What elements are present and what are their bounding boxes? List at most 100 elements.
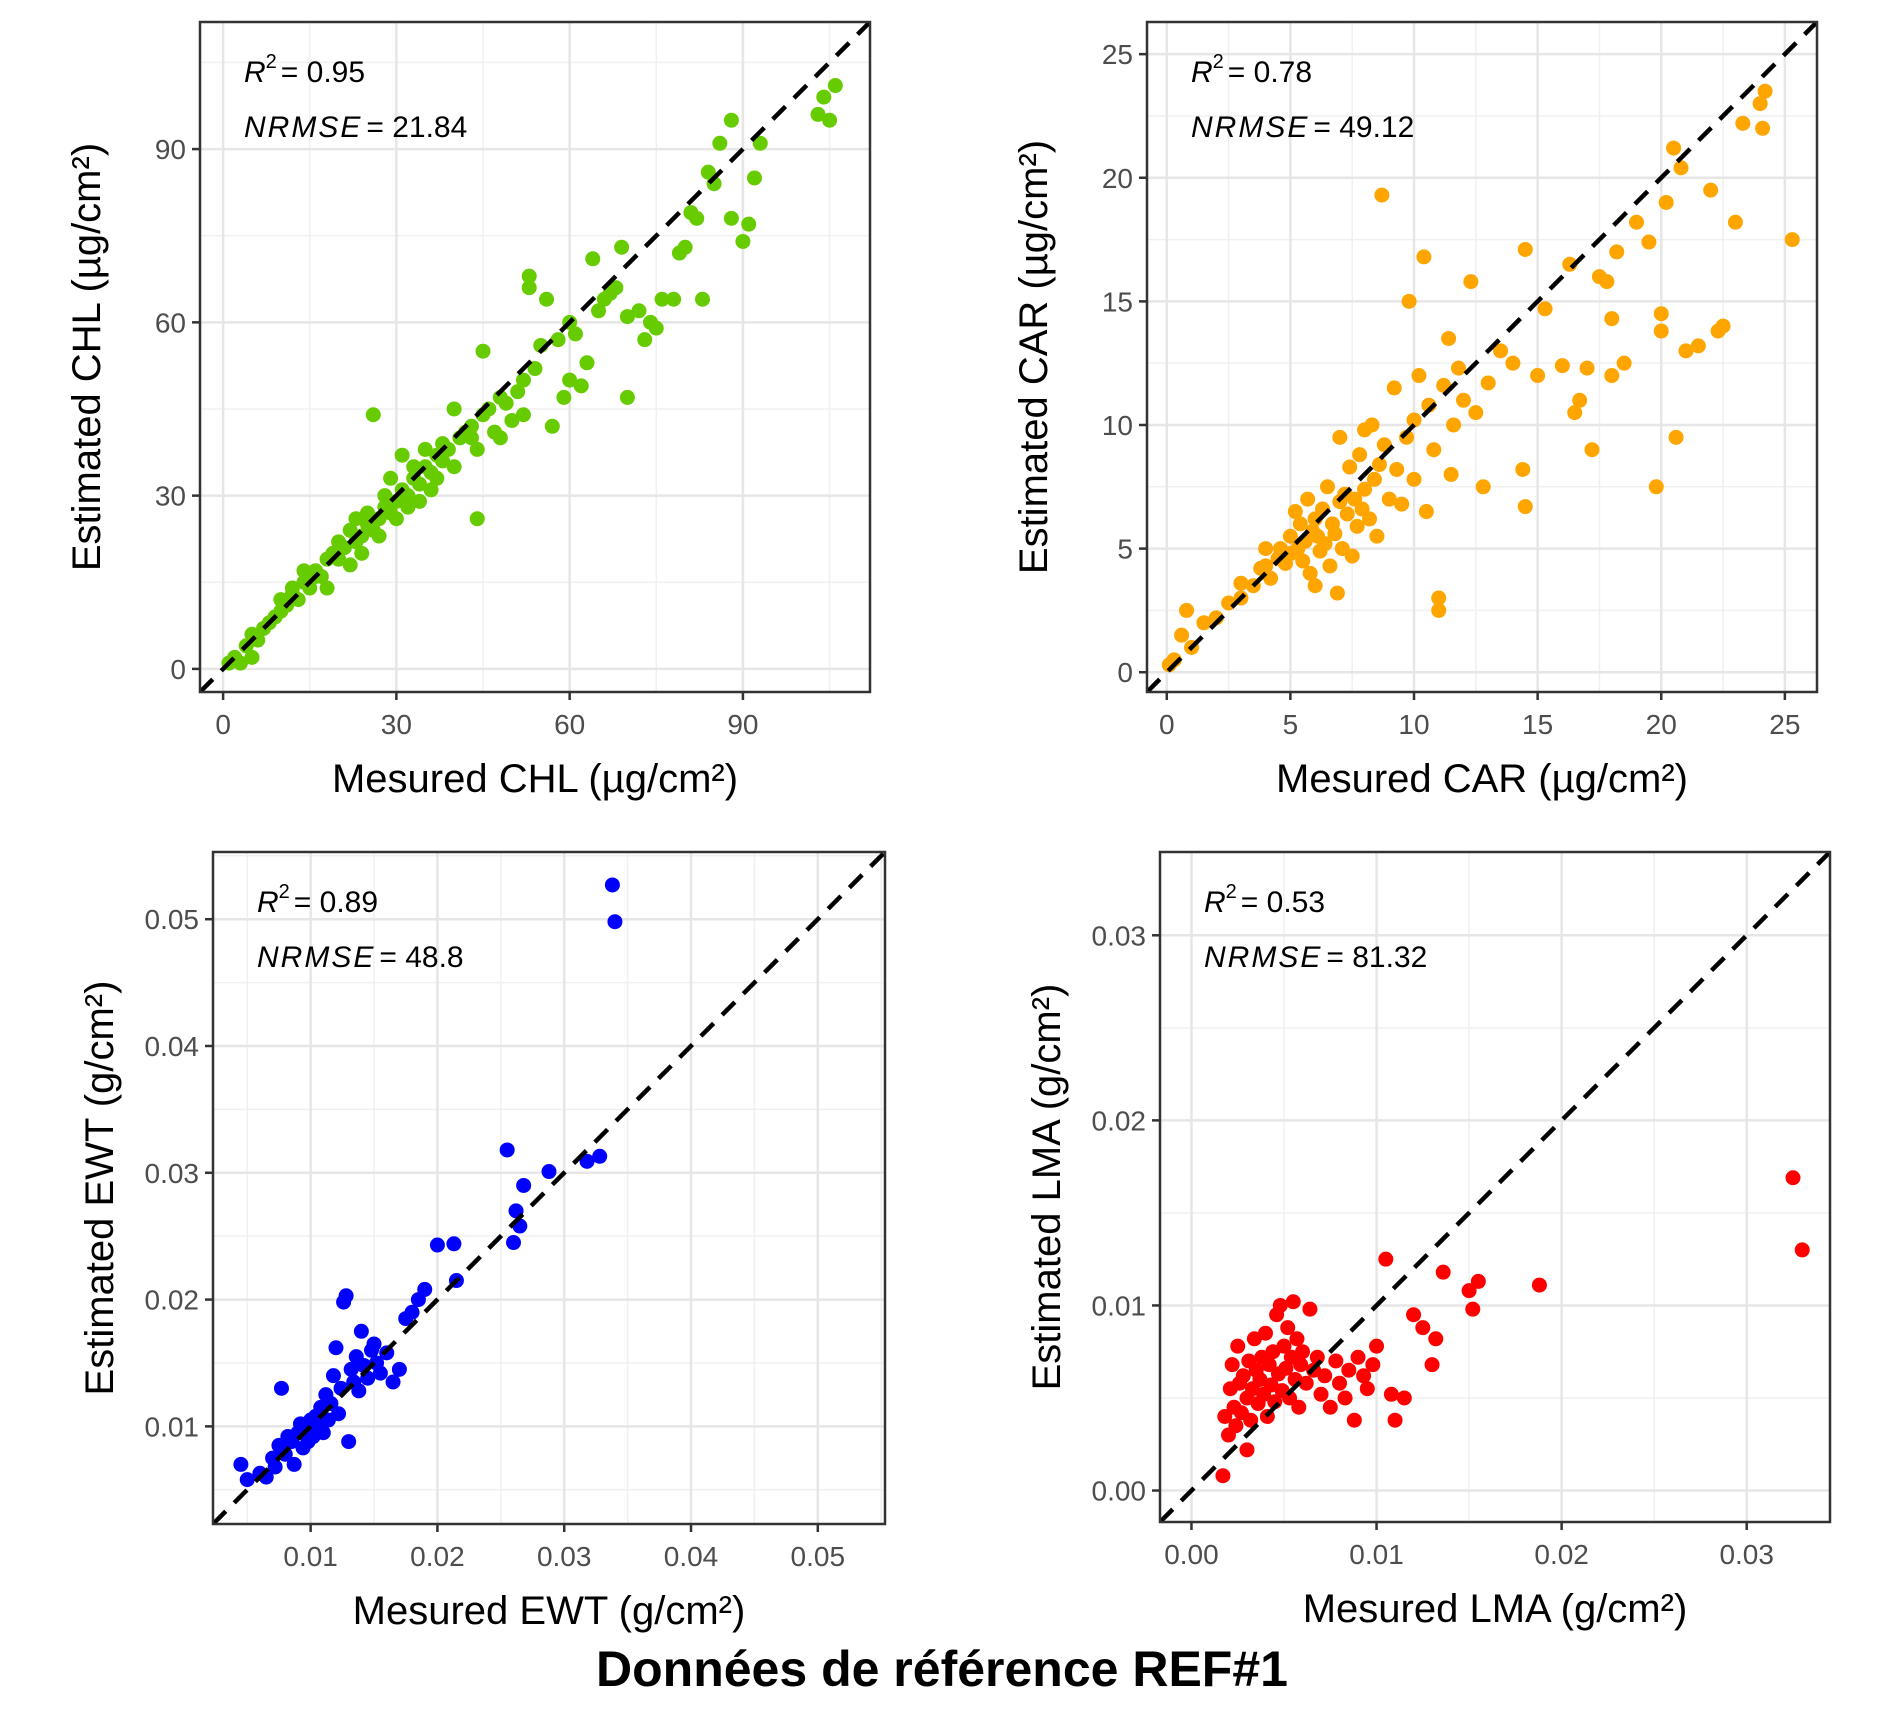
data-point — [1435, 1264, 1451, 1280]
figure-title: Données de référence REF#1 — [596, 1641, 1288, 1697]
nrmse-annotation: NRMSE = 48.8 — [257, 941, 464, 974]
x-tick-label: 0.02 — [1534, 1539, 1589, 1570]
data-point — [723, 210, 739, 226]
data-point — [411, 476, 427, 492]
data-point — [1287, 504, 1303, 520]
data-point — [233, 1456, 249, 1472]
data-point — [336, 540, 352, 556]
x-tick-label: 0.01 — [1349, 1539, 1404, 1570]
y-tick-label: 60 — [155, 307, 186, 338]
data-point — [1678, 343, 1694, 359]
data-point — [1411, 368, 1427, 384]
data-point — [550, 332, 566, 348]
data-point — [475, 343, 491, 359]
data-point — [1381, 491, 1397, 507]
data-point — [284, 580, 300, 596]
x-tick-label: 20 — [1646, 709, 1677, 740]
y-tick-label: 0.02 — [1092, 1105, 1147, 1136]
data-point — [544, 418, 560, 434]
data-point — [1470, 1273, 1486, 1289]
r-squared-superscript: 2 — [266, 51, 277, 73]
data-point — [492, 430, 508, 446]
nrmse-value: = 21.84 — [366, 111, 467, 144]
x-tick-label: 0.01 — [283, 1541, 338, 1572]
data-point — [406, 459, 422, 475]
data-point — [1282, 1390, 1298, 1406]
data-point — [1276, 1338, 1292, 1354]
data-point — [677, 239, 693, 255]
data-point — [1317, 1368, 1333, 1384]
data-point — [1406, 1307, 1422, 1323]
data-point — [232, 655, 248, 671]
data-point — [1332, 429, 1348, 445]
data-point — [1322, 558, 1338, 574]
x-tick-label: 0.02 — [410, 1541, 465, 1572]
x-tick-label: 0.05 — [791, 1541, 846, 1572]
data-point — [388, 511, 404, 527]
data-point — [1313, 1386, 1329, 1402]
y-tick-label: 0 — [170, 654, 186, 685]
data-point — [1431, 602, 1447, 618]
nrmse-symbol: NRMSE — [244, 111, 362, 144]
y-axis-title: Estimated LMA (g/cm²) — [1025, 984, 1069, 1391]
x-axis-title: Mesured LMA (g/cm²) — [1303, 1587, 1688, 1631]
chart-panel-car: 0 5 10 15 20 25 0 5 10 15 20 25 Mesured CAR (µg/cm²)… — [1012, 20, 1819, 801]
data-point — [1505, 355, 1521, 371]
data-point — [1285, 1294, 1301, 1310]
data-point — [1280, 1320, 1296, 1336]
data-point — [273, 1380, 289, 1396]
data-point — [527, 361, 543, 377]
x-tick-label: 0.03 — [1719, 1539, 1774, 1570]
data-point — [1243, 1412, 1259, 1428]
x-tick-label: 0.00 — [1164, 1539, 1219, 1570]
data-point — [521, 280, 537, 296]
data-point — [541, 1164, 557, 1180]
x-tick-label: 0 — [215, 709, 231, 740]
data-point — [695, 291, 710, 307]
data-point — [1530, 368, 1546, 384]
plot-border — [1145, 20, 1819, 694]
chart-panel-lma: 0.00 0.01 0.02 0.03 0.00 0.01 0.02 0.03 Mesured … — [1025, 850, 1832, 1631]
r-squared-symbol: R — [244, 56, 266, 89]
r-squared-value: = 0.53 — [1241, 886, 1325, 919]
data-point — [1263, 1377, 1279, 1393]
data-point — [328, 1340, 344, 1356]
r-squared-superscript: 2 — [279, 881, 290, 903]
data-point — [499, 1142, 515, 1158]
y-tick-label: 0.00 — [1092, 1476, 1147, 1507]
data-point — [1239, 1442, 1255, 1458]
identity-line — [200, 22, 870, 692]
data-point — [1757, 83, 1773, 99]
data-point — [1252, 1371, 1268, 1387]
data-point — [1517, 499, 1533, 515]
data-point — [1418, 504, 1434, 520]
data-point — [515, 407, 531, 423]
data-point — [1302, 1301, 1318, 1317]
data-point — [1174, 627, 1190, 643]
data-point — [338, 1288, 354, 1304]
data-point — [1258, 541, 1274, 557]
plot-border — [1158, 850, 1832, 1524]
data-point — [1604, 368, 1620, 384]
data-point — [1349, 518, 1365, 534]
data-point — [1258, 558, 1274, 574]
x-tick-label: 60 — [554, 709, 585, 740]
chart-panel-ewt: 0.01 0.02 0.03 0.04 0.05 0.01 0.02 0.03 0.04 0.05… — [78, 850, 887, 1633]
identity-line — [213, 852, 885, 1524]
data-point — [556, 389, 572, 405]
data-point — [446, 401, 462, 417]
nrmse-value: = 81.32 — [1326, 941, 1427, 974]
data-point — [1217, 1409, 1233, 1425]
data-point — [1342, 459, 1358, 475]
data-point — [1455, 392, 1471, 408]
data-point — [752, 135, 768, 151]
data-point — [1755, 120, 1771, 136]
data-point — [1406, 471, 1422, 487]
data-point — [504, 413, 520, 429]
data-point — [377, 488, 393, 504]
data-point — [816, 89, 832, 105]
data-point — [810, 106, 826, 122]
data-point — [1517, 241, 1533, 257]
y-tick-label: 0 — [1117, 657, 1133, 688]
data-point — [1579, 360, 1595, 376]
